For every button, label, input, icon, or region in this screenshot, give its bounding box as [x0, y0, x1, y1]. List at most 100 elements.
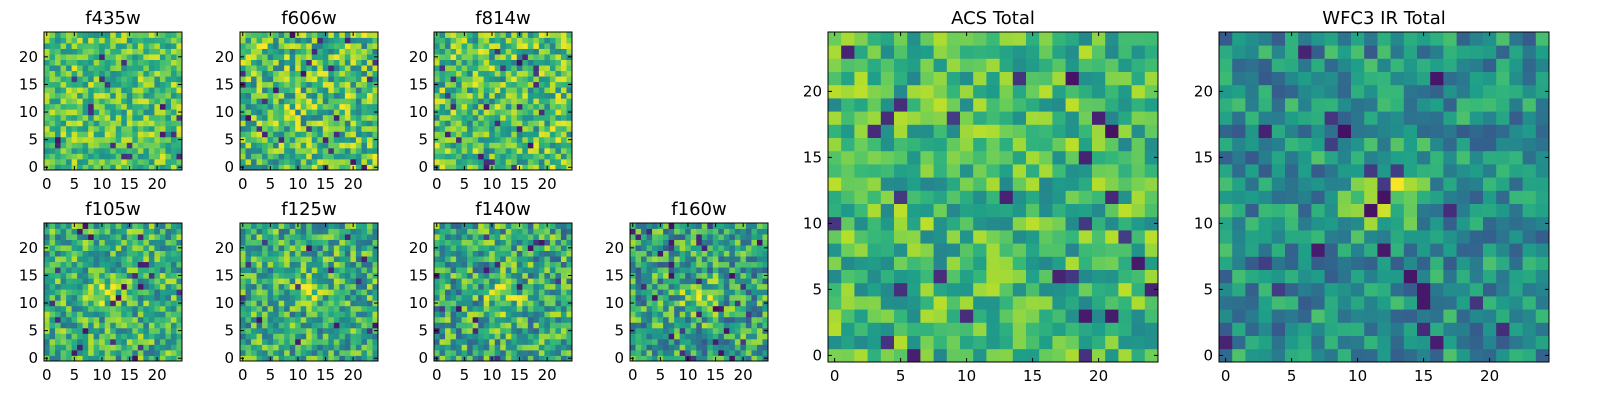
heatmap-cell [165, 245, 172, 251]
heatmap-cell [99, 256, 106, 263]
heatmap-cell [894, 322, 908, 336]
heatmap-cell [110, 92, 117, 99]
heatmap-cell [527, 48, 534, 55]
heatmap-cell [494, 272, 501, 279]
heatmap-cell [467, 147, 474, 154]
heatmap-cell [641, 289, 647, 296]
heatmap-cell [555, 37, 562, 44]
heatmap-cell [333, 272, 340, 279]
heatmap-cell [707, 289, 714, 296]
heatmap-cell [322, 70, 329, 77]
heatmap-cell [685, 239, 692, 246]
heatmap-cell [1105, 203, 1119, 218]
heatmap-cell [478, 250, 485, 257]
heatmap-cell [712, 239, 719, 246]
heatmap-cell [630, 311, 636, 318]
heatmap-cell [121, 43, 128, 49]
heatmap-cell [66, 103, 72, 110]
heatmap-cell [132, 239, 139, 246]
heatmap-cell [668, 289, 675, 296]
heatmap-cell [516, 305, 523, 312]
heatmap-cell [527, 223, 534, 229]
heatmap-cell [350, 245, 357, 251]
heatmap-cell [366, 338, 373, 345]
heatmap-cell [251, 59, 257, 66]
heatmap-cell [489, 278, 496, 285]
heatmap-cell [159, 131, 166, 138]
heatmap-cell [544, 245, 551, 251]
heatmap-cell [82, 65, 89, 72]
heatmap-cell [560, 267, 567, 274]
heatmap-cell [635, 234, 642, 240]
heatmap-cell [104, 239, 111, 246]
heatmap-cell [762, 322, 769, 329]
heatmap-cell [366, 322, 373, 329]
heatmap-cell [467, 37, 474, 44]
heatmap-cell [467, 283, 474, 290]
heatmap-cell [663, 250, 670, 257]
heatmap-cell [527, 327, 534, 334]
heatmap-cell [71, 349, 78, 356]
heatmap-cell [82, 136, 89, 143]
heatmap-cell [99, 305, 106, 312]
heatmap-cell [284, 43, 291, 49]
heatmap-cell [132, 267, 139, 274]
heatmap-cell [355, 125, 362, 132]
heatmap-cell [148, 120, 155, 127]
heatmap-cell [549, 272, 556, 279]
heatmap-cell [527, 278, 534, 285]
heatmap-cell [245, 136, 252, 143]
heatmap-cell [295, 333, 302, 340]
heatmap-cell [657, 344, 664, 351]
heatmap-cell [300, 316, 307, 323]
heatmap-cell [538, 136, 545, 143]
heatmap-cell [439, 245, 446, 251]
heatmap-cell [366, 349, 373, 356]
heatmap-cell [110, 87, 117, 94]
heatmap-cell [333, 316, 340, 323]
heatmap-cell [745, 311, 752, 318]
heatmap-cell [560, 294, 567, 301]
heatmap-cell [66, 267, 72, 274]
heatmap-cell [646, 283, 653, 290]
heatmap-cell [560, 261, 567, 268]
heatmap-cell [251, 76, 257, 83]
heatmap-cell [478, 223, 485, 229]
heatmap-cell [55, 228, 61, 235]
heatmap-cell [828, 309, 842, 323]
x-tick-label: 20 [734, 366, 753, 384]
heatmap-cell [115, 349, 122, 356]
heatmap-cell [445, 103, 451, 110]
heatmap-cell [240, 76, 246, 83]
heatmap-cell [511, 65, 518, 72]
heatmap-cell [456, 120, 462, 127]
heatmap-cell [60, 311, 67, 318]
heatmap-cell [77, 256, 84, 263]
heatmap-cell [920, 296, 934, 310]
heatmap-cell [960, 269, 974, 284]
heatmap-cell [712, 316, 719, 323]
heatmap-cell [339, 311, 346, 318]
heatmap-cell [445, 70, 451, 77]
heatmap-cell [165, 250, 172, 257]
heatmap-cell [500, 349, 507, 356]
heatmap-cells [434, 223, 573, 362]
heatmap-cell [960, 335, 974, 350]
heatmap-cell [278, 239, 285, 246]
heatmap-cell [372, 333, 379, 340]
heatmap-cell [478, 333, 485, 340]
heatmap-cell [71, 109, 78, 116]
heatmap-cell [1078, 190, 1093, 204]
heatmap-cell [646, 261, 653, 268]
heatmap-cell [467, 338, 474, 345]
heatmap-cell [500, 278, 507, 285]
heatmap-cell [555, 136, 562, 143]
heatmap-cell [467, 228, 474, 235]
heatmap-cell [262, 54, 268, 60]
y-tick-label: 15 [215, 266, 234, 284]
heatmap-cell [1052, 243, 1066, 257]
heatmap-cell [306, 278, 313, 285]
heatmap-cell [489, 65, 496, 72]
heatmap-cell [500, 283, 507, 290]
heatmap-cell [560, 37, 567, 44]
